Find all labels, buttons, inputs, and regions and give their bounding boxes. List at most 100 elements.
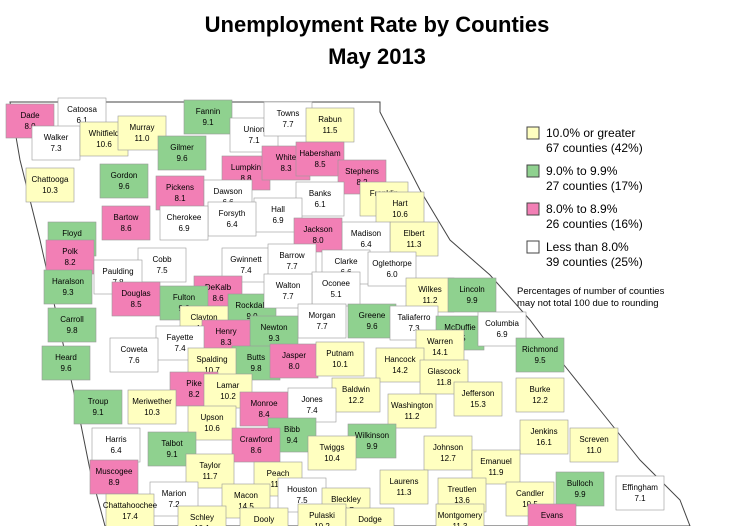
county-rate: 7.2 <box>168 500 180 509</box>
county-name: Stephens <box>345 167 379 176</box>
county-name: Baldwin <box>342 385 370 394</box>
county-rate: 11.0 <box>135 134 151 143</box>
county-rate: 6.1 <box>314 200 326 209</box>
county-rate: 5.1 <box>330 290 342 299</box>
county-area <box>331 377 381 413</box>
county-rate: 8.6 <box>120 224 132 233</box>
county-area <box>43 269 93 305</box>
county-area <box>297 303 347 339</box>
county-area <box>99 163 149 199</box>
county-name: Johnson <box>433 443 463 452</box>
county-rate: 8.1 <box>174 194 186 203</box>
county-name: Fulton <box>173 293 195 302</box>
county-name: Clarke <box>334 257 358 266</box>
county-name: McDuffie <box>444 323 476 332</box>
county-rate: 7.3 <box>408 324 420 333</box>
county-rate: 14.5 <box>238 502 254 511</box>
county-area <box>295 141 345 177</box>
county-name: Cherokee <box>167 213 202 222</box>
county-name: Treutlen <box>447 485 476 494</box>
county-rate: 11.8 <box>437 378 453 387</box>
county-area <box>375 191 425 227</box>
county-area <box>453 381 503 417</box>
county-name: Crawford <box>240 435 272 444</box>
county-name: Wilkinson <box>355 431 389 440</box>
legend-note: may not total 100 due to rounding <box>517 298 659 309</box>
county-name: Towns <box>277 109 300 118</box>
county-name: Banks <box>309 189 331 198</box>
county-rate: 7.7 <box>282 292 294 301</box>
county-area <box>263 101 313 137</box>
county-area <box>311 271 361 307</box>
county-rate: 10.2 <box>220 392 236 401</box>
county-name: Walker <box>44 133 69 142</box>
county-name: Morgan <box>308 311 335 320</box>
county-area <box>91 427 141 463</box>
county-name: Oglethorpe <box>372 259 412 268</box>
county-name: Marion <box>162 489 186 498</box>
county-name: Screven <box>579 435 608 444</box>
county-rate: 9.8 <box>66 326 78 335</box>
county-area <box>345 507 395 526</box>
county-name: Upson <box>200 413 223 422</box>
county-area <box>47 307 97 343</box>
county-rate: 8.2 <box>188 390 200 399</box>
county-rate: 7.5 <box>156 266 168 275</box>
county-rate: 7.4 <box>240 266 252 275</box>
county-name: Jones <box>301 395 322 404</box>
county-rate: 9.1 <box>202 118 214 127</box>
county-area <box>231 427 281 463</box>
county-name: Gordon <box>111 171 138 180</box>
county-rate: 9.8 <box>250 364 262 373</box>
county-area <box>177 505 227 526</box>
county-area <box>423 435 473 471</box>
county-rate: 10.3 <box>144 408 160 417</box>
county-rate: 8.8 <box>240 174 252 183</box>
county-area <box>239 507 289 526</box>
county-rate: 8.0 <box>312 236 324 245</box>
county-rate: 6.9 <box>178 224 190 233</box>
county-name: Emanuel <box>480 457 512 466</box>
county-name: Glascock <box>428 367 462 376</box>
county-area <box>25 167 75 203</box>
county-name: Whitfield <box>89 129 120 138</box>
county-rate: 7.6 <box>128 356 140 365</box>
county-rate: 10.1 <box>332 360 348 369</box>
county-area <box>347 303 397 339</box>
county-name: Taylor <box>199 461 221 470</box>
county-name: Pulaski <box>309 511 335 520</box>
county-area <box>31 125 81 161</box>
county-rate: 11.2 <box>405 412 421 421</box>
county-rate: 16.1 <box>536 438 552 447</box>
county-name: Dodge <box>358 515 382 524</box>
county-area <box>375 347 425 383</box>
county-name: Madison <box>351 229 381 238</box>
county-rate: 9.3 <box>268 334 280 343</box>
county-rate: 8.0 <box>24 122 36 131</box>
county-area <box>263 273 313 309</box>
county-area <box>101 205 151 241</box>
county-rate: 9.4 <box>286 436 298 445</box>
county-name: Hancock <box>384 355 416 364</box>
county-rate: 6.9 <box>272 216 284 225</box>
county-rate: 9.6 <box>176 154 188 163</box>
county-rate: 8.3 <box>280 164 292 173</box>
county-area <box>109 337 159 373</box>
county-name: Houston <box>287 485 317 494</box>
county-name: Peach <box>267 469 290 478</box>
county-name: Twiggs <box>320 443 345 452</box>
county-name: Bulloch <box>567 479 593 488</box>
legend-swatch <box>526 126 540 140</box>
county-rate: 8.3 <box>220 338 232 347</box>
county-area <box>111 281 161 317</box>
county-name: Jenkins <box>530 427 557 436</box>
county-rate: 10.7 <box>204 366 220 375</box>
county-name: Washington <box>391 401 433 410</box>
county-rate: 15.3 <box>470 400 486 409</box>
county-name: Montgomery <box>438 511 482 520</box>
county-name: Paulding <box>102 267 133 276</box>
county-rate: 6.4 <box>226 220 238 229</box>
county-rate: 9.3 <box>62 288 74 297</box>
county-name: Macon <box>234 491 258 500</box>
